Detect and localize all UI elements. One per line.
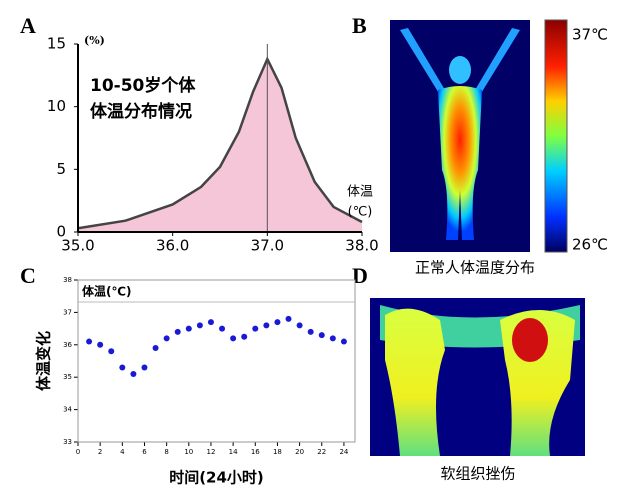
caption: 正常人体温度分布 <box>415 259 535 277</box>
scale-label: 37℃ <box>572 26 608 44</box>
point <box>163 335 170 342</box>
point <box>86 338 93 345</box>
plot-frame <box>77 279 356 443</box>
point <box>185 325 192 332</box>
x-tick-label: 12 <box>206 448 215 456</box>
x-tick-label: 35.0 <box>61 237 94 255</box>
y-tick-label: 10 <box>47 97 66 115</box>
point <box>130 370 137 377</box>
x-tick-label: 36.0 <box>156 237 189 255</box>
chart-title: 体温(℃) <box>82 284 132 299</box>
point <box>207 319 214 326</box>
point <box>329 335 336 342</box>
point <box>97 341 104 348</box>
x-tick-label: 4 <box>120 448 125 456</box>
caption: 软组织挫伤 <box>440 465 515 483</box>
x-tick-label: 14 <box>229 448 238 456</box>
y-unit: (%) <box>84 34 105 47</box>
x-tick-label: 16 <box>251 448 260 456</box>
y-tick-label: 36 <box>63 341 72 349</box>
point <box>241 333 248 340</box>
y-tick-label: 33 <box>63 438 72 446</box>
y-tick-label: 37 <box>63 308 72 316</box>
panel-label: C <box>20 263 36 288</box>
annotation: 体温分布情况 <box>90 101 192 122</box>
point <box>318 332 325 339</box>
x-tick-label: 18 <box>273 448 282 456</box>
y-tick-label: 34 <box>63 406 72 414</box>
y-tick-label: 15 <box>47 35 66 53</box>
x-label: (℃) <box>348 205 373 220</box>
curve <box>77 56 363 230</box>
annotation: 10-50岁个体 <box>90 75 196 96</box>
y-label: 体温变化 <box>35 331 53 391</box>
x-tick-label: 6 <box>142 448 147 456</box>
panel-label: D <box>352 263 368 288</box>
point <box>152 345 159 352</box>
point <box>219 325 226 332</box>
x-tick-label: 2 <box>98 448 102 456</box>
point <box>307 328 314 335</box>
color-bar <box>544 19 568 253</box>
area <box>78 59 362 232</box>
point <box>119 364 126 371</box>
y-tick-label: 35 <box>63 373 72 381</box>
x-tick-label: 8 <box>164 448 168 456</box>
point <box>285 315 292 322</box>
x-tick-label: 10 <box>184 448 193 456</box>
panel-label: A <box>20 13 36 38</box>
point <box>141 364 148 371</box>
point <box>340 338 347 345</box>
x-tick-label: 20 <box>295 448 304 456</box>
point <box>196 322 203 329</box>
point <box>230 335 237 342</box>
thermal-image-legs <box>370 298 585 456</box>
x-tick-label: 22 <box>317 448 326 456</box>
x-tick-label: 38.0 <box>345 237 378 255</box>
y-tick-label: 38 <box>63 276 72 284</box>
point <box>174 328 181 335</box>
thermal-image-body <box>390 20 530 252</box>
point <box>263 322 270 329</box>
y-tick-label: 5 <box>56 160 66 178</box>
point <box>274 319 281 326</box>
x-tick-label: 37.0 <box>251 237 284 255</box>
panel-label: B <box>352 13 367 38</box>
point <box>252 325 259 332</box>
y-tick-label: 0 <box>56 223 66 241</box>
x-label: 体温 <box>347 185 373 200</box>
scale-label: 26℃ <box>572 236 608 254</box>
x-label: 时间(24小时) <box>169 469 264 487</box>
point <box>296 322 303 329</box>
point <box>108 348 115 355</box>
x-tick-label: 24 <box>339 448 348 456</box>
x-tick-label: 0 <box>76 448 80 456</box>
